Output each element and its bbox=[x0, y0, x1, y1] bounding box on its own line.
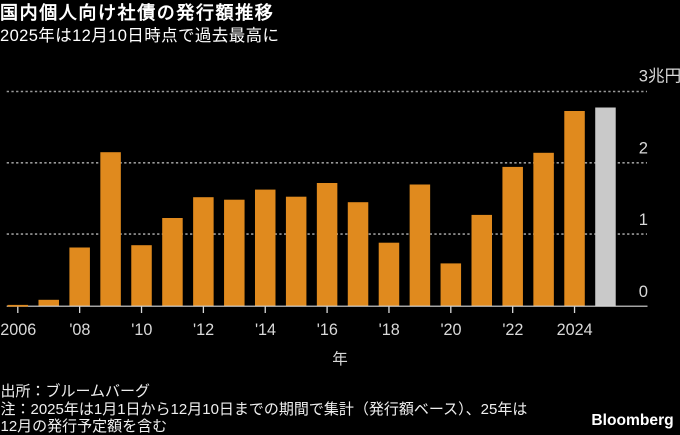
svg-text:'22: '22 bbox=[502, 321, 523, 339]
svg-text:'16: '16 bbox=[317, 321, 338, 339]
svg-text:'10: '10 bbox=[131, 321, 152, 339]
svg-text:'12: '12 bbox=[193, 321, 214, 339]
svg-text:2006: 2006 bbox=[0, 321, 36, 339]
svg-text:2024: 2024 bbox=[557, 321, 593, 339]
svg-text:0: 0 bbox=[639, 282, 648, 301]
svg-text:'20: '20 bbox=[440, 321, 461, 339]
svg-text:3兆円: 3兆円 bbox=[639, 66, 680, 85]
svg-text:2: 2 bbox=[639, 139, 648, 158]
svg-text:'14: '14 bbox=[255, 321, 276, 339]
svg-text:年: 年 bbox=[332, 350, 348, 368]
svg-text:'18: '18 bbox=[379, 321, 400, 339]
svg-text:'08: '08 bbox=[69, 321, 90, 339]
svg-text:1: 1 bbox=[639, 210, 648, 229]
